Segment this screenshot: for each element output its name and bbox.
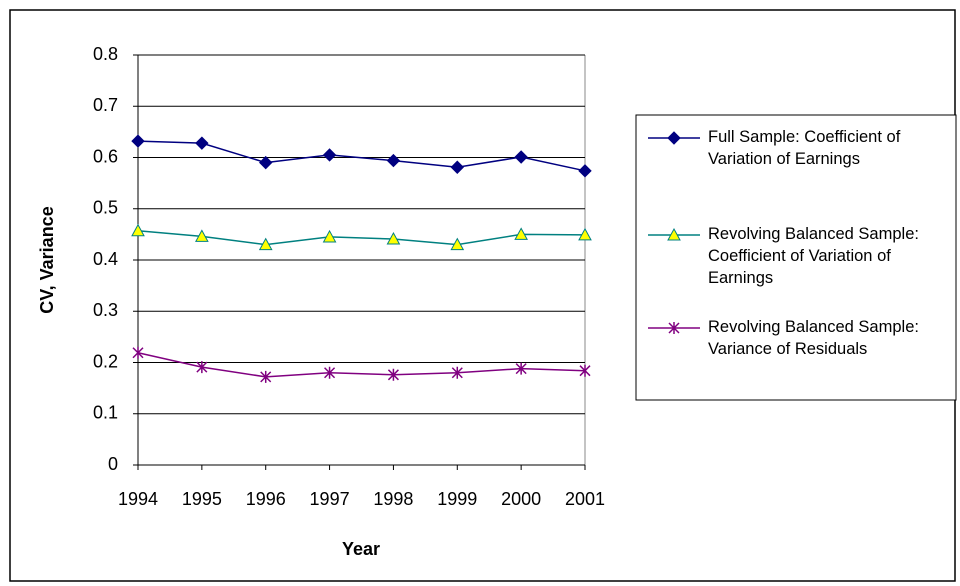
x-tick-label: 1997 [310, 489, 350, 509]
x-axis-label: Year [342, 539, 380, 559]
x-tick-label: 1994 [118, 489, 158, 509]
x-tick-label: 1995 [182, 489, 222, 509]
marker [322, 148, 337, 162]
marker [514, 150, 528, 164]
marker [450, 160, 464, 174]
marker [195, 136, 209, 150]
marker [450, 237, 465, 251]
y-axis-label: CV, Variance [37, 206, 57, 313]
marker [131, 223, 145, 237]
marker [668, 322, 680, 334]
marker [386, 231, 401, 245]
marker [132, 346, 144, 359]
y-tick-label: 0.6 [93, 146, 118, 166]
marker [667, 227, 681, 241]
legend-box [635, 114, 957, 401]
marker [131, 134, 145, 148]
marker [324, 366, 336, 379]
marker [386, 153, 401, 168]
y-tick-label: 0.2 [93, 351, 118, 371]
marker [514, 227, 528, 240]
marker [196, 361, 208, 374]
y-tick-label: 0 [108, 454, 118, 474]
y-tick-label: 0.3 [93, 300, 118, 320]
y-tick-label: 0.5 [93, 198, 118, 218]
series-line [137, 140, 586, 172]
x-tick-label: 1998 [373, 489, 413, 509]
series-line [137, 352, 586, 378]
marker [322, 229, 337, 243]
y-tick-label: 0.8 [93, 44, 118, 64]
legend-label: Revolving Balanced Sample: Variance of R… [708, 318, 919, 358]
y-tick-label: 0.4 [93, 249, 118, 269]
marker [387, 368, 399, 381]
legend-label: Revolving Balanced Sample: Coefficient o… [708, 225, 919, 287]
x-tick-label: 1999 [437, 489, 477, 509]
y-tick-label: 0.1 [93, 403, 118, 423]
marker [260, 370, 272, 383]
marker [578, 164, 592, 178]
marker [578, 227, 592, 241]
x-tick-label: 2000 [501, 489, 541, 509]
marker [195, 229, 209, 242]
legend-label: Full Sample: Coefficient of Variation of… [708, 128, 901, 168]
marker [579, 364, 591, 377]
marker [515, 362, 527, 375]
x-tick-label: 2001 [565, 489, 605, 509]
marker [258, 237, 273, 251]
marker [259, 155, 273, 170]
x-tick-label: 1996 [246, 489, 286, 509]
y-tick-label: 0.7 [93, 95, 118, 115]
marker [667, 131, 681, 145]
series-line [137, 230, 586, 246]
marker [451, 366, 463, 379]
